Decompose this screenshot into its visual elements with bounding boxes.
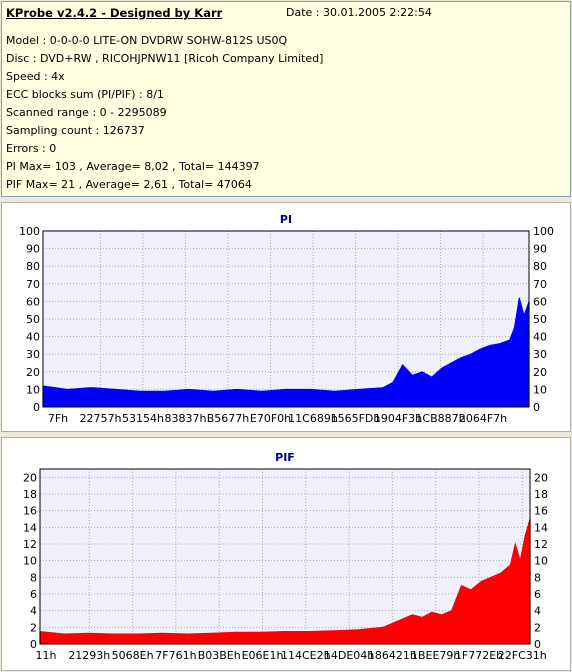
chart-pi-ytick-right: 50 xyxy=(533,313,547,326)
chart-pif-ytick-right: 4 xyxy=(534,605,541,618)
chart-pi-ytick-left: 100 xyxy=(19,225,40,238)
chart-pif-xtick: 1BEE79h xyxy=(411,649,460,662)
chart-pi-ytick-left: 0 xyxy=(33,401,40,414)
chart-pif-ytick-right: 0 xyxy=(534,638,541,651)
chart-pi-xtick: 22757h xyxy=(80,412,122,425)
chart-pi-ytick-right: 80 xyxy=(533,260,547,273)
chart-pif-xtick: 7F761h xyxy=(155,649,196,662)
chart-pi-xtick: B5677h xyxy=(207,412,250,425)
chart-pif-ytick-left: 12 xyxy=(23,538,37,551)
sampling-line: Sampling count : 126737 xyxy=(6,124,145,137)
chart-pi-xtick: 2064F7h xyxy=(459,412,507,425)
chart-pi-ytick-right: 30 xyxy=(533,348,547,361)
chart-pi-xtick: 11C689h xyxy=(288,412,338,425)
chart-pi-ytick-left: 60 xyxy=(26,295,40,308)
chart-pi-ytick-right: 0 xyxy=(533,401,540,414)
chart-pif-ytick-left: 16 xyxy=(23,505,37,518)
pif-chart: PIF 0 0 2 2 4 4 6 6 8 8 10 10 12 12 14 14 16 16 18 18 20 20 11h… xyxy=(23,451,548,662)
chart-pif-ytick-left: 0 xyxy=(30,638,37,651)
chart-pi-xtick: 83837h xyxy=(165,412,207,425)
pif-chart-panel: PIF 0 0 2 2 4 4 6 6 8 8 10 10 12 12 14 14 16 16 18 18 20 20 11h… xyxy=(1,437,571,671)
chart-pif-xtick: 14DE04h xyxy=(324,649,374,662)
chart-pif-xtick: 11h xyxy=(36,649,57,662)
chart-pi-xtick: 1565FDh xyxy=(331,412,381,425)
chart-pi-title: PI xyxy=(280,213,292,226)
chart-pif-ytick-right: 20 xyxy=(534,471,548,484)
range-line: Scanned range : 0 - 2295089 xyxy=(6,106,167,119)
chart-pi-ytick-right: 90 xyxy=(533,243,547,256)
chart-pi-xtick: 1904F3h xyxy=(374,412,422,425)
chart-pi-ytick-left: 10 xyxy=(26,383,40,396)
chart-pif-xtick: 22FC31h xyxy=(498,649,547,662)
scan-date: Date : 30.01.2005 2:22:54 xyxy=(286,6,432,19)
chart-pi-frame xyxy=(42,230,530,408)
chart-pif-ytick-left: 20 xyxy=(23,471,37,484)
app-title: KProbe v2.4.2 - Designed by Karr xyxy=(6,6,223,20)
chart-pif-xtick: 21293h xyxy=(68,649,110,662)
chart-pi-ytick-left: 30 xyxy=(26,348,40,361)
chart-pif-ytick-right: 2 xyxy=(534,621,541,634)
chart-pif-xtick: B03BEh xyxy=(198,649,241,662)
chart-pi-ytick-left: 90 xyxy=(26,243,40,256)
chart-pif-ytick-right: 6 xyxy=(534,588,541,601)
chart-pif-xtick: 186421h xyxy=(368,649,417,662)
chart-pi-ytick-left: 70 xyxy=(26,278,40,291)
chart-pif-ytick-left: 18 xyxy=(23,488,37,501)
chart-pif-ytick-right: 8 xyxy=(534,571,541,584)
chart-pif-ytick-left: 14 xyxy=(23,521,37,534)
model-line: Model : 0-0-0-0 LITE-ON DVDRW SOHW-812S … xyxy=(6,34,288,47)
chart-pi-ytick-right: 40 xyxy=(533,331,547,344)
chart-pif-ytick-right: 14 xyxy=(534,521,548,534)
chart-pi-xtick: 7Fh xyxy=(48,412,68,425)
pi-stats-line: PI Max= 103 , Average= 8,02 , Total= 144… xyxy=(6,160,260,173)
info-panel: KProbe v2.4.2 - Designed by Karr Date : … xyxy=(1,1,571,197)
pi-chart: PI 0 0 10 10 20 20 30 30 40 40 50 50 60 60 70 70 80 80 90 90… xyxy=(19,213,554,425)
chart-pif-ytick-left: 2 xyxy=(30,621,37,634)
chart-pi-ytick-right: 100 xyxy=(533,225,554,238)
chart-pif-xtick: 1F772Eh xyxy=(455,649,503,662)
chart-pi-ytick-left: 50 xyxy=(26,313,40,326)
ecc-line: ECC blocks sum (PI/PIF) : 8/1 xyxy=(6,88,164,101)
chart-pif-xtick: 5068Eh xyxy=(112,649,154,662)
chart-pi-ytick-right: 20 xyxy=(533,366,547,379)
chart-pif-frame xyxy=(39,468,531,645)
chart-pif-xtick: 114CE2h xyxy=(281,649,331,662)
errors-line: Errors : 0 xyxy=(6,142,57,155)
chart-pif-ytick-right: 18 xyxy=(534,488,548,501)
chart-pif-ytick-left: 4 xyxy=(30,605,37,618)
chart-pi-ytick-left: 20 xyxy=(26,366,40,379)
chart-pi-xtick: 53154h xyxy=(122,412,164,425)
pi-chart-panel: PI 0 0 10 10 20 20 30 30 40 40 50 50 60 60 70 70 80 80 90 90… xyxy=(1,202,571,432)
chart-pi-xtick: 1CB887h xyxy=(415,412,465,425)
chart-pif-ytick-left: 6 xyxy=(30,588,37,601)
chart-pif-ytick-right: 10 xyxy=(534,555,548,568)
chart-pif-xtick: E06E1h xyxy=(242,649,284,662)
chart-pif-ytick-left: 8 xyxy=(30,571,37,584)
chart-pi-xtick: E70F0h xyxy=(250,412,291,425)
speed-line: Speed : 4x xyxy=(6,70,65,83)
pif-stats-line: PIF Max= 21 , Average= 2,61 , Total= 470… xyxy=(6,178,252,191)
chart-pi-ytick-right: 10 xyxy=(533,383,547,396)
chart-pi-ytick-right: 70 xyxy=(533,278,547,291)
chart-pif-title: PIF xyxy=(275,451,295,464)
chart-pi-ytick-left: 40 xyxy=(26,331,40,344)
chart-pif-ytick-left: 10 xyxy=(23,555,37,568)
disc-line: Disc : DVD+RW , RICOHJPNW11 [Ricoh Compa… xyxy=(6,52,324,65)
chart-pi-ytick-left: 80 xyxy=(26,260,40,273)
chart-pi-ytick-right: 60 xyxy=(533,295,547,308)
chart-pif-ytick-right: 12 xyxy=(534,538,548,551)
chart-pif-ytick-right: 16 xyxy=(534,505,548,518)
